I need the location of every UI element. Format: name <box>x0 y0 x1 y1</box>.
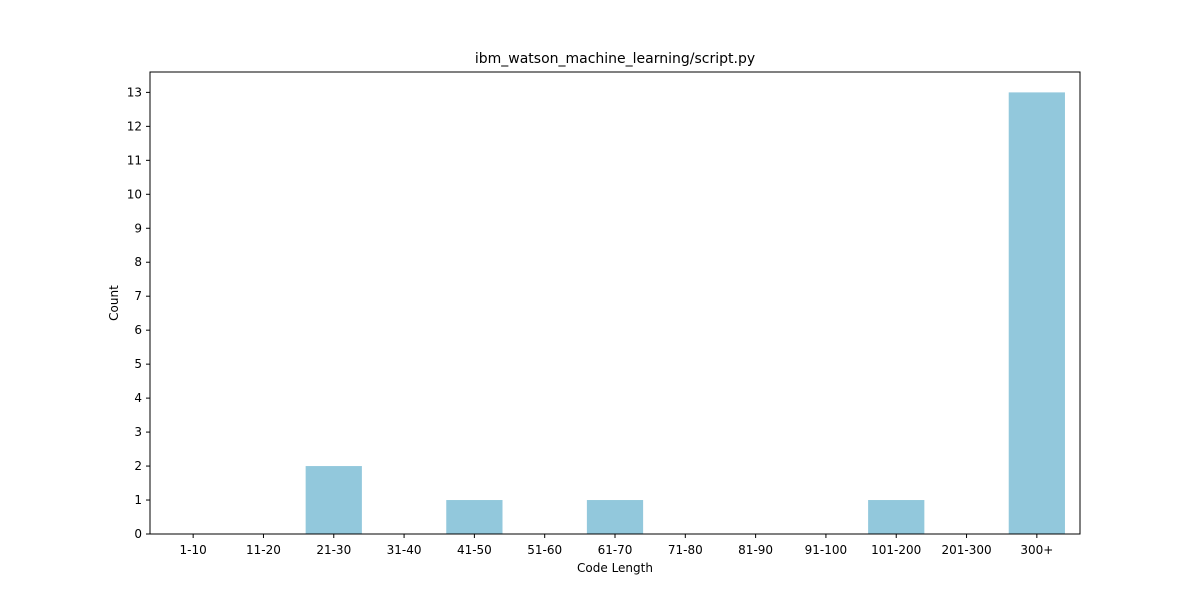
y-tick-label: 6 <box>134 323 142 337</box>
bar-300+ <box>1008 92 1065 534</box>
x-tick-label: 101-200 <box>871 543 921 557</box>
y-axis-label: Count <box>107 285 121 321</box>
y-tick-label: 1 <box>134 493 142 507</box>
x-tick-label: 201-300 <box>941 543 991 557</box>
x-tick-label: 81-90 <box>738 543 773 557</box>
y-tick-label: 4 <box>134 391 142 405</box>
y-tick-label: 0 <box>134 527 142 541</box>
bar-21-30 <box>305 466 362 534</box>
x-tick-label: 71-80 <box>668 543 703 557</box>
x-tick-label: 31-40 <box>387 543 422 557</box>
bars-layer <box>305 92 1065 534</box>
y-tick-label: 11 <box>127 153 142 167</box>
x-tick-label: 91-100 <box>805 543 848 557</box>
plot-area-frame <box>149 71 1081 535</box>
x-tick-label: 1-10 <box>180 543 207 557</box>
x-tick-label: 41-50 <box>457 543 492 557</box>
bar-41-50 <box>446 500 503 534</box>
x-tick-label: 11-20 <box>246 543 281 557</box>
x-tick-label: 51-60 <box>527 543 562 557</box>
y-tick-label: 9 <box>134 221 142 235</box>
x-tick-label: 61-70 <box>598 543 633 557</box>
y-tick-label: 8 <box>134 255 142 269</box>
bar-61-70 <box>586 500 644 534</box>
chart-title: ibm_watson_machine_learning/script.py <box>475 51 755 67</box>
y-tick-label: 13 <box>127 85 142 99</box>
y-tick-label: 12 <box>127 119 142 133</box>
y-tick-label: 3 <box>134 425 142 439</box>
y-tick-label: 7 <box>134 289 142 303</box>
x-tick-label: 21-30 <box>316 543 351 557</box>
bar-101-200 <box>868 500 925 534</box>
y-tick-label: 5 <box>134 357 142 371</box>
y-tick-label: 10 <box>127 187 142 201</box>
y-tick-label: 2 <box>134 459 142 473</box>
x-tick-label: 300+ <box>1020 543 1053 557</box>
x-axis: 1-10 11-20 21-30 31-40 41-50 51-60 61-70 71-80 8… <box>180 534 1053 557</box>
x-axis-label: Code Length <box>577 561 653 575</box>
